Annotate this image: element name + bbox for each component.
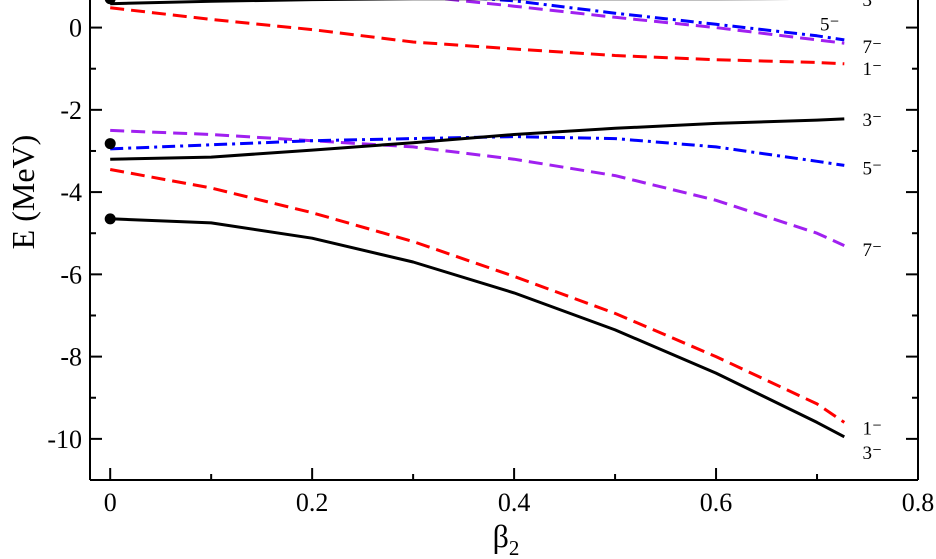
y-tick-label: -2 <box>60 96 82 125</box>
series-label-lbl-low-7: 7⁻ <box>862 240 882 261</box>
series-label-lbl-low-3b: 3⁻ <box>862 110 882 131</box>
x-tick-label: 0.2 <box>296 488 329 517</box>
y-axis-title: E (MeV) <box>5 135 41 250</box>
x-tick-label: 0 <box>104 488 117 517</box>
series-label-lbl-up-5: 5⁻ <box>820 14 840 35</box>
series-label-lbl-low-3: 3⁻ <box>862 443 882 464</box>
x-tick-label: 0.6 <box>700 488 733 517</box>
x-axis-title-main: β <box>493 518 509 554</box>
series-line-up-1 <box>110 6 845 66</box>
series-labels: 3⁻5⁻7⁻1⁻3⁻5⁻7⁻1⁻3⁻ <box>820 0 882 464</box>
data-point <box>104 213 116 225</box>
x-axis-title: β2 <box>493 518 520 559</box>
y-tick-label: 0 <box>69 14 82 43</box>
data-point <box>104 138 116 150</box>
y-tick-label: -8 <box>60 343 82 372</box>
y-tick-label: -10 <box>47 425 82 454</box>
x-tick-label: 0.4 <box>498 488 531 517</box>
axes: 0 0.2 0.4 0.6 0.8 0 -2 -4 -6 -8 -10 <box>47 0 934 517</box>
series-line-low-7 <box>110 128 845 247</box>
series-label-lbl-up-1: 1⁻ <box>862 59 882 80</box>
series-line-low-5 <box>110 135 845 167</box>
x-tick-label: 0.8 <box>902 488 935 517</box>
series-line-up-7 <box>441 0 845 45</box>
series-label-lbl-low-5: 5⁻ <box>862 158 882 179</box>
y-tick-label: -4 <box>60 178 82 207</box>
series-label-lbl-low-1: 1⁻ <box>862 418 882 439</box>
x-axis-title-sub: 2 <box>509 536 520 559</box>
series-label-lbl-up-3: 3⁻ <box>862 0 882 11</box>
data-point <box>104 0 116 5</box>
series-label-lbl-up-7: 7⁻ <box>862 37 882 58</box>
series-line-low-1 <box>109 168 846 424</box>
plot-marks <box>104 0 846 439</box>
series-line-low-3b <box>110 117 845 161</box>
y-tick-label: -6 <box>60 260 82 289</box>
series-line-up-3 <box>110 0 792 6</box>
series-line-low-3 <box>110 217 845 439</box>
